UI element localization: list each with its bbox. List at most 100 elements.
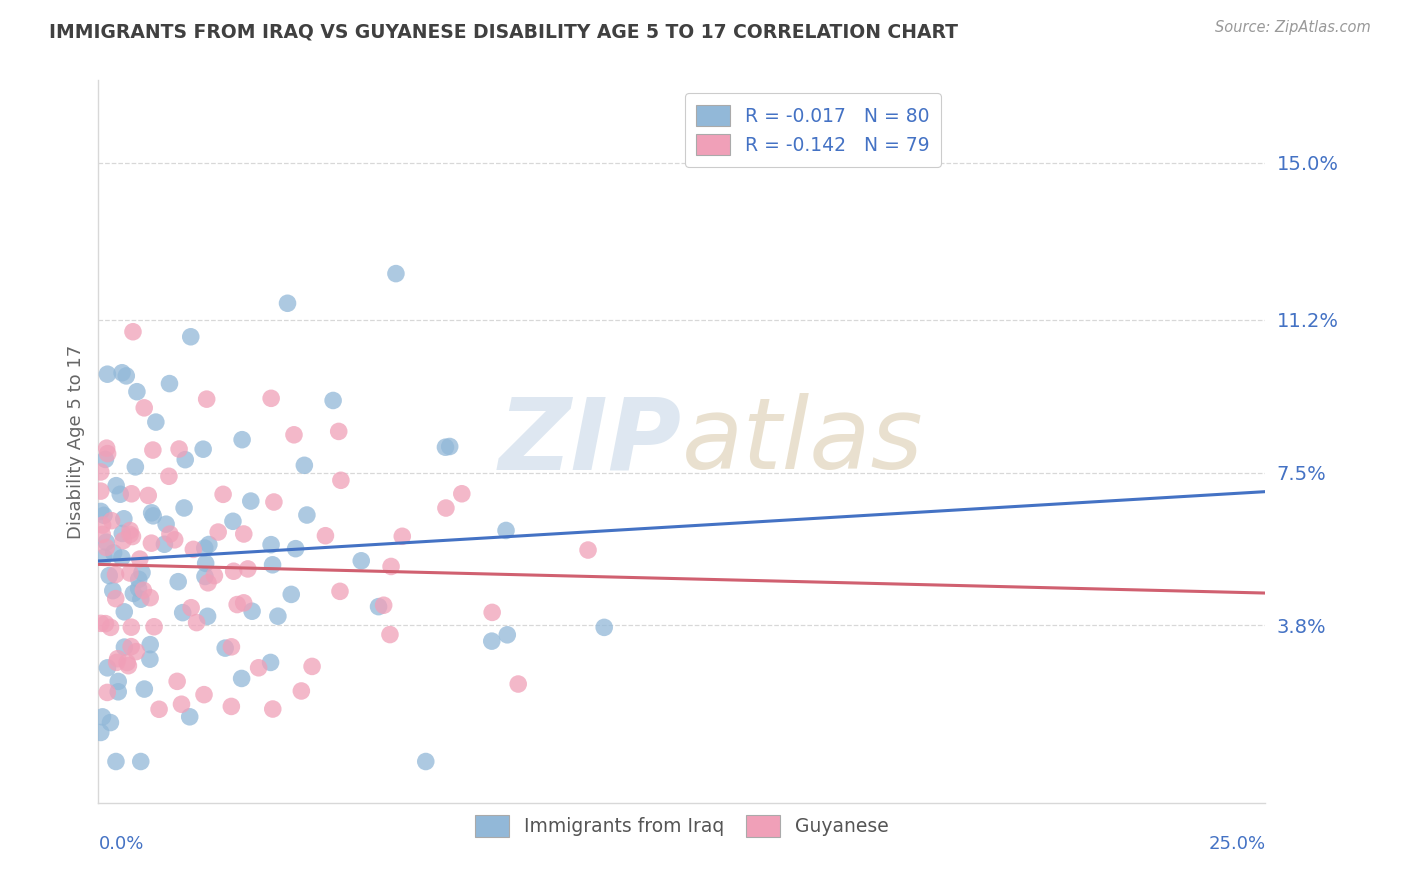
Point — [100, 620, 122, 634]
Text: 0.0%: 0.0% — [98, 835, 143, 854]
Point — [104, 567, 127, 582]
Point — [112, 605, 135, 619]
Point — [231, 672, 253, 686]
Point — [194, 569, 217, 583]
Point — [197, 609, 219, 624]
Point — [167, 574, 190, 589]
Point — [128, 572, 150, 586]
Point — [112, 512, 135, 526]
Point — [576, 543, 599, 558]
Point — [141, 506, 163, 520]
Point — [157, 469, 180, 483]
Point — [439, 440, 461, 454]
Point — [163, 533, 186, 547]
Point — [128, 582, 150, 596]
Text: Source: ZipAtlas.com: Source: ZipAtlas.com — [1215, 20, 1371, 35]
Point — [107, 651, 129, 665]
Point — [124, 459, 146, 474]
Point — [120, 640, 142, 654]
Text: atlas: atlas — [682, 393, 924, 490]
Text: IMMIGRANTS FROM IRAQ VS GUYANESE DISABILITY AGE 5 TO 17 CORRELATION CHART: IMMIGRANTS FROM IRAQ VS GUYANESE DISABIL… — [49, 22, 959, 41]
Point — [112, 533, 135, 548]
Point — [284, 541, 307, 556]
Point — [367, 599, 389, 614]
Point — [173, 500, 195, 515]
Point — [290, 684, 312, 698]
Point — [328, 425, 350, 439]
Point — [329, 584, 352, 599]
Point — [111, 366, 134, 380]
Point — [120, 620, 142, 634]
Point — [231, 433, 253, 447]
Point — [197, 575, 219, 590]
Point — [139, 591, 162, 605]
Point — [179, 710, 201, 724]
Point — [240, 604, 263, 618]
Point — [232, 596, 254, 610]
Point — [98, 568, 121, 582]
Point — [104, 591, 127, 606]
Point — [90, 504, 112, 518]
Point — [96, 661, 118, 675]
Point — [112, 640, 135, 654]
Point — [260, 538, 283, 552]
Point — [125, 384, 148, 399]
Point — [139, 652, 162, 666]
Point — [103, 546, 125, 560]
Point — [139, 638, 162, 652]
Point — [180, 600, 202, 615]
Point — [495, 524, 517, 538]
Point — [434, 440, 457, 454]
Y-axis label: Disability Age 5 to 17: Disability Age 5 to 17 — [66, 344, 84, 539]
Point — [260, 392, 283, 406]
Point — [141, 536, 163, 550]
Point — [239, 494, 262, 508]
Point — [221, 699, 243, 714]
Point — [131, 566, 153, 580]
Point — [172, 606, 194, 620]
Point — [221, 640, 243, 654]
Point — [143, 620, 166, 634]
Point — [350, 554, 373, 568]
Point — [125, 644, 148, 658]
Point — [183, 542, 205, 557]
Point — [259, 656, 281, 670]
Point — [136, 488, 159, 502]
Point — [267, 609, 290, 624]
Point — [93, 508, 115, 523]
Point — [100, 514, 122, 528]
Point — [329, 473, 352, 487]
Point — [207, 524, 229, 539]
Point — [391, 529, 413, 543]
Point — [593, 620, 616, 634]
Point — [415, 755, 437, 769]
Point — [111, 550, 134, 565]
Point — [277, 296, 299, 310]
Point — [295, 508, 318, 522]
Point — [107, 674, 129, 689]
Point — [128, 552, 150, 566]
Point — [91, 527, 114, 541]
Point — [134, 401, 156, 415]
Point — [232, 527, 254, 541]
Point — [322, 393, 344, 408]
Point — [155, 517, 177, 532]
Point — [96, 535, 118, 549]
Point — [236, 562, 259, 576]
Point — [94, 452, 117, 467]
Point — [100, 715, 122, 730]
Point — [194, 541, 217, 555]
Text: 25.0%: 25.0% — [1208, 835, 1265, 854]
Point — [93, 550, 115, 565]
Point — [174, 452, 197, 467]
Point — [222, 564, 245, 578]
Point — [292, 458, 315, 473]
Point — [105, 478, 128, 492]
Point — [481, 606, 503, 620]
Point — [202, 568, 225, 582]
Point — [186, 615, 208, 630]
Point — [121, 530, 143, 544]
Point — [96, 685, 118, 699]
Point — [134, 681, 156, 696]
Point — [121, 487, 143, 501]
